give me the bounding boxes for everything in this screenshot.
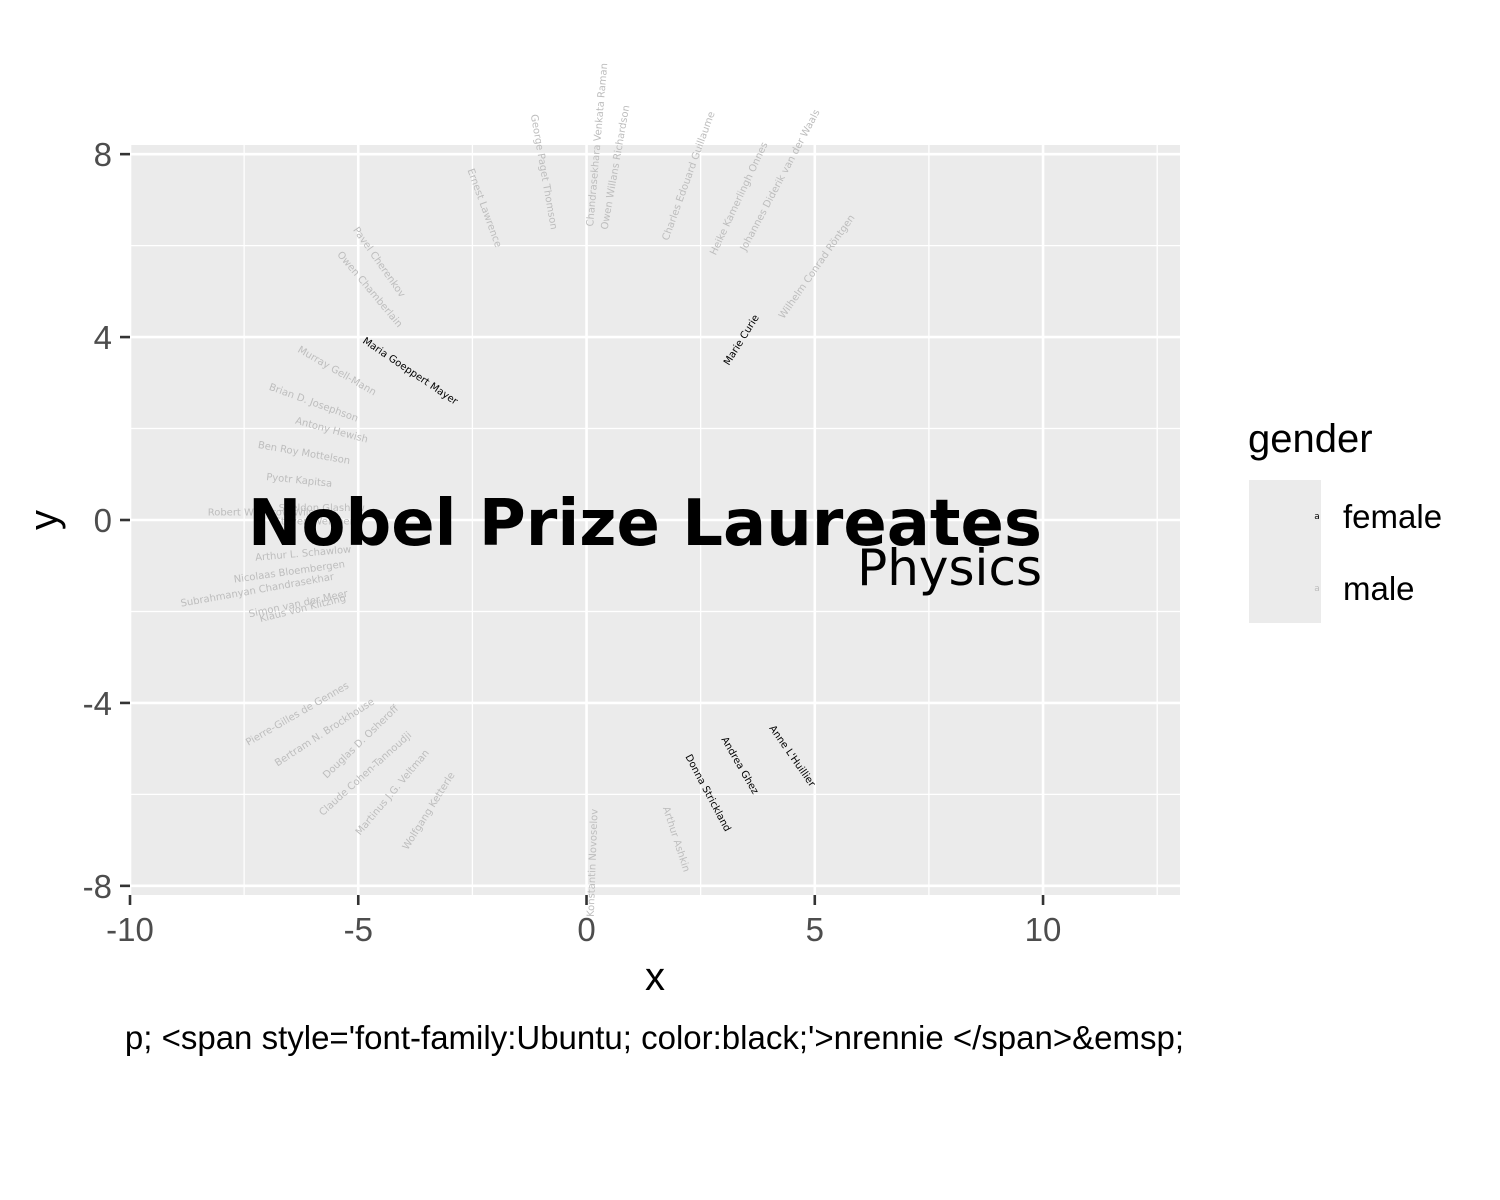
x-tick-label: -10 <box>106 911 154 948</box>
chart-subtitle: Physics <box>857 539 1042 597</box>
legend-glyph-female: a <box>1314 512 1320 522</box>
legend-label-female: female <box>1343 498 1442 535</box>
y-axis-title: y <box>22 510 66 530</box>
y-tick-label: 0 <box>94 502 112 539</box>
legend-title: gender <box>1248 417 1373 461</box>
y-tick-label: 8 <box>94 136 112 173</box>
y-axis: -8 -4 0 4 8 <box>83 136 130 905</box>
male-laureate-label: Steven Weinberg <box>274 517 359 528</box>
y-tick-label: -8 <box>83 868 112 905</box>
x-tick-label: -5 <box>344 911 373 948</box>
legend-label-male: male <box>1343 570 1415 607</box>
chart-title: Nobel Prize Laureates <box>248 487 1042 561</box>
male-laureate-label: Konstantin Novoselov <box>586 809 601 918</box>
caption: p; <span style='font-family:Ubuntu; colo… <box>125 1019 1184 1056</box>
x-tick-label: 0 <box>577 911 595 948</box>
x-tick-label: 5 <box>806 911 824 948</box>
x-axis: -10 -5 0 5 10 <box>106 895 1061 948</box>
y-tick-label: -4 <box>83 685 112 722</box>
x-tick-label: 10 <box>1025 911 1062 948</box>
y-tick-label: 4 <box>94 319 112 356</box>
legend: gender a a female male <box>1248 417 1442 623</box>
legend-key-female <box>1249 480 1321 551</box>
male-laureate-label: Robert Woodrow Wilson <box>208 507 326 518</box>
male-laureate-label: Sheldon Glashow <box>279 503 365 514</box>
x-axis-title: x <box>645 955 665 999</box>
legend-glyph-male: a <box>1314 584 1320 594</box>
legend-key-male <box>1249 551 1321 623</box>
